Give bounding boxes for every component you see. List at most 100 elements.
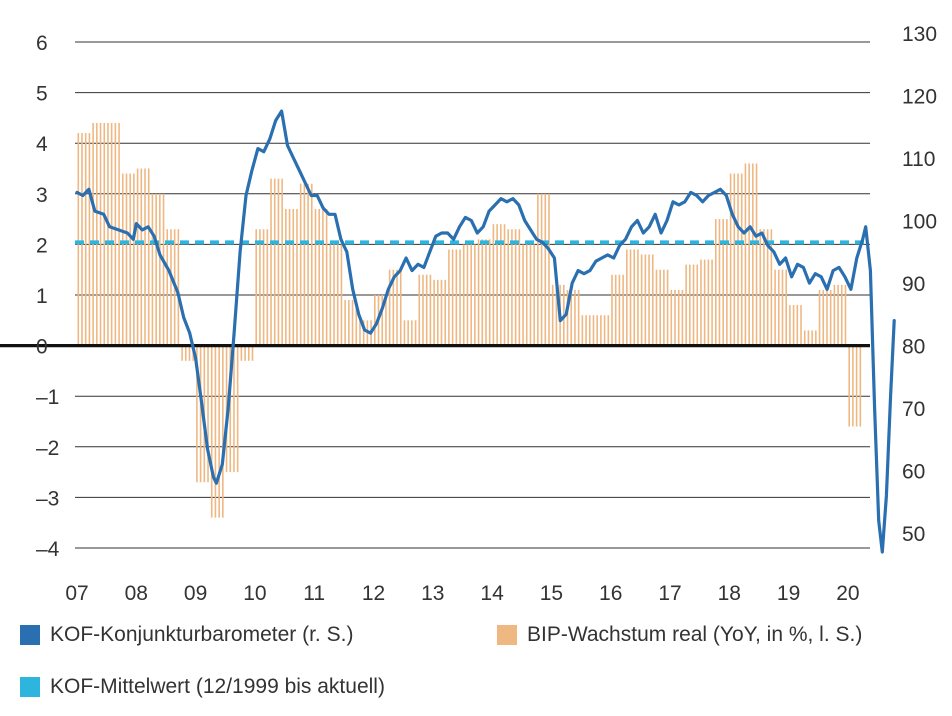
gdp-bar bbox=[655, 269, 669, 346]
gdp-bar bbox=[285, 208, 298, 346]
gdp-bar-stripe bbox=[121, 173, 124, 346]
gdp-bar-stripe bbox=[392, 269, 395, 346]
right-tick-label: 120 bbox=[902, 85, 937, 108]
gdp-bar-stripe bbox=[355, 300, 358, 346]
gdp-bar-stripe bbox=[255, 229, 257, 346]
gdp-bar-stripe bbox=[374, 295, 376, 346]
gdp-bar-stripe bbox=[136, 168, 139, 346]
gdp-bar-stripe bbox=[737, 173, 739, 346]
gdp-bar-stripe bbox=[700, 259, 702, 346]
gdp-bar-stripe bbox=[99, 122, 102, 346]
gdp-bar bbox=[833, 284, 847, 346]
gdp-bar bbox=[507, 229, 521, 346]
gdp-bar-stripe bbox=[781, 269, 784, 346]
gdp-bar-stripe bbox=[789, 305, 791, 346]
gdp-bar-stripe bbox=[207, 345, 209, 483]
x-tick-label: 19 bbox=[777, 582, 800, 605]
gdp-bar-stripe bbox=[648, 254, 650, 346]
gdp-bar-stripe bbox=[340, 244, 343, 346]
gdp-bar bbox=[77, 133, 91, 346]
gdp-bar bbox=[611, 274, 624, 346]
gdp-bar-stripe bbox=[170, 229, 172, 346]
gdp-bar-stripe bbox=[233, 345, 235, 473]
right-axis-ticks: 130 120 110 100 90 80 70 60 50 bbox=[902, 23, 937, 546]
gdp-bar-stripe bbox=[544, 193, 547, 346]
gdp-bar-stripe bbox=[507, 229, 510, 346]
gdp-bar-stripe bbox=[833, 284, 836, 346]
gdp-bar-stripe bbox=[514, 229, 517, 346]
gdp-bar-stripe bbox=[607, 315, 610, 346]
gdp-bar bbox=[255, 229, 269, 346]
gdp-bar-stripe bbox=[763, 229, 765, 346]
gdp-bar-stripe bbox=[803, 330, 806, 346]
left-tick-label: 2 bbox=[36, 234, 48, 257]
gdp-bar bbox=[240, 345, 254, 361]
gdp-bar-stripe bbox=[644, 254, 647, 346]
gdp-bar bbox=[344, 300, 358, 346]
gdp-bar bbox=[670, 289, 684, 346]
gdp-bar-stripe bbox=[518, 229, 521, 346]
gdp-bar bbox=[448, 249, 461, 346]
gdp-bar-stripe bbox=[310, 183, 313, 346]
gdp-bar-stripe bbox=[740, 173, 743, 346]
gdp-bar-stripe bbox=[659, 269, 661, 346]
gdp-bar-stripe bbox=[133, 173, 135, 346]
gdp-bar-stripe bbox=[796, 305, 799, 346]
gdp-bar-stripe bbox=[848, 345, 850, 427]
gdp-bar-stripe bbox=[722, 219, 724, 346]
gdp-bar-stripe bbox=[807, 330, 810, 346]
x-tick-label: 13 bbox=[421, 582, 444, 605]
gdp-bar-stripe bbox=[537, 193, 539, 346]
gdp-bar-stripe bbox=[689, 264, 691, 346]
gdp-bar-stripe bbox=[433, 279, 435, 346]
gdp-bar-stripe bbox=[188, 345, 191, 361]
gdp-bar-stripe bbox=[103, 122, 106, 346]
gdp-bar-stripe bbox=[88, 133, 91, 346]
gdp-bar bbox=[121, 173, 135, 346]
gdp-bar-stripe bbox=[633, 249, 636, 346]
gdp-bar-stripe bbox=[588, 315, 591, 346]
gdp-bar-stripe bbox=[555, 284, 558, 346]
gdp-bar-stripe bbox=[496, 224, 498, 346]
gdp-bar-stripe bbox=[859, 345, 862, 427]
gdp-bar-stripe bbox=[663, 269, 665, 346]
gdp-bar-stripe bbox=[318, 208, 321, 346]
left-tick-label: –2 bbox=[36, 437, 59, 460]
gdp-bar-stripe bbox=[629, 249, 632, 346]
gdp-bar-stripe bbox=[270, 178, 272, 346]
gdp-bar-stripe bbox=[448, 249, 450, 346]
gdp-bar-stripe bbox=[785, 269, 787, 346]
gdp-bar bbox=[714, 219, 728, 346]
gdp-bar-stripe bbox=[296, 208, 298, 346]
gdp-bar-stripe bbox=[114, 122, 117, 346]
gdp-bar-stripe bbox=[325, 208, 328, 346]
gdp-bar-stripe bbox=[637, 249, 639, 346]
gdp-bar-stripe bbox=[414, 320, 417, 346]
gdp-bar-stripe bbox=[336, 244, 339, 346]
kof-series-line bbox=[75, 109, 896, 554]
gdp-bar-stripe bbox=[837, 284, 839, 346]
gdp-bar-stripe bbox=[451, 249, 454, 346]
gdp-bar-stripe bbox=[210, 345, 213, 518]
gdp-bar bbox=[107, 122, 120, 346]
gdp-bar-stripe bbox=[251, 345, 254, 361]
gdp-bar-stripe bbox=[618, 274, 621, 346]
gdp-bar-stripe bbox=[411, 320, 413, 346]
gdp-bar bbox=[92, 122, 106, 346]
gdp-bar-stripe bbox=[437, 279, 439, 346]
gdp-bar bbox=[477, 239, 491, 346]
gdp-bar-stripe bbox=[155, 193, 157, 346]
gdp-bar-stripe bbox=[359, 320, 361, 346]
gdp-bar-stripe bbox=[744, 163, 747, 346]
gdp-bar-stripe bbox=[281, 178, 283, 346]
gdp-bar-stripe bbox=[585, 315, 587, 346]
gdp-bar-stripe bbox=[611, 274, 613, 346]
gdp-bar-stripe bbox=[755, 163, 758, 346]
gdp-bar-stripe bbox=[570, 289, 573, 346]
gdp-bar-stripe bbox=[259, 229, 261, 346]
gdp-bar-stripe bbox=[592, 315, 595, 346]
gdp-bar bbox=[744, 163, 758, 346]
gdp-bar-stripe bbox=[396, 269, 398, 346]
gdp-bar bbox=[848, 345, 862, 427]
